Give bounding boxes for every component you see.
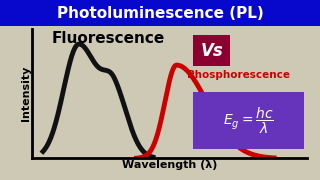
Text: Fluorescence: Fluorescence — [51, 31, 164, 46]
FancyBboxPatch shape — [193, 35, 230, 66]
Text: Vs: Vs — [200, 42, 223, 60]
Text: Photoluminescence (PL): Photoluminescence (PL) — [57, 6, 263, 21]
Y-axis label: Intensity: Intensity — [20, 66, 31, 121]
Text: Phosphorescence: Phosphorescence — [188, 70, 291, 80]
X-axis label: Wavelength (λ): Wavelength (λ) — [122, 160, 217, 170]
Text: $\mathit{E_g} = \dfrac{\mathit{hc}}{\lambda}$: $\mathit{E_g} = \dfrac{\mathit{hc}}{\lam… — [223, 106, 274, 136]
FancyBboxPatch shape — [193, 92, 304, 149]
